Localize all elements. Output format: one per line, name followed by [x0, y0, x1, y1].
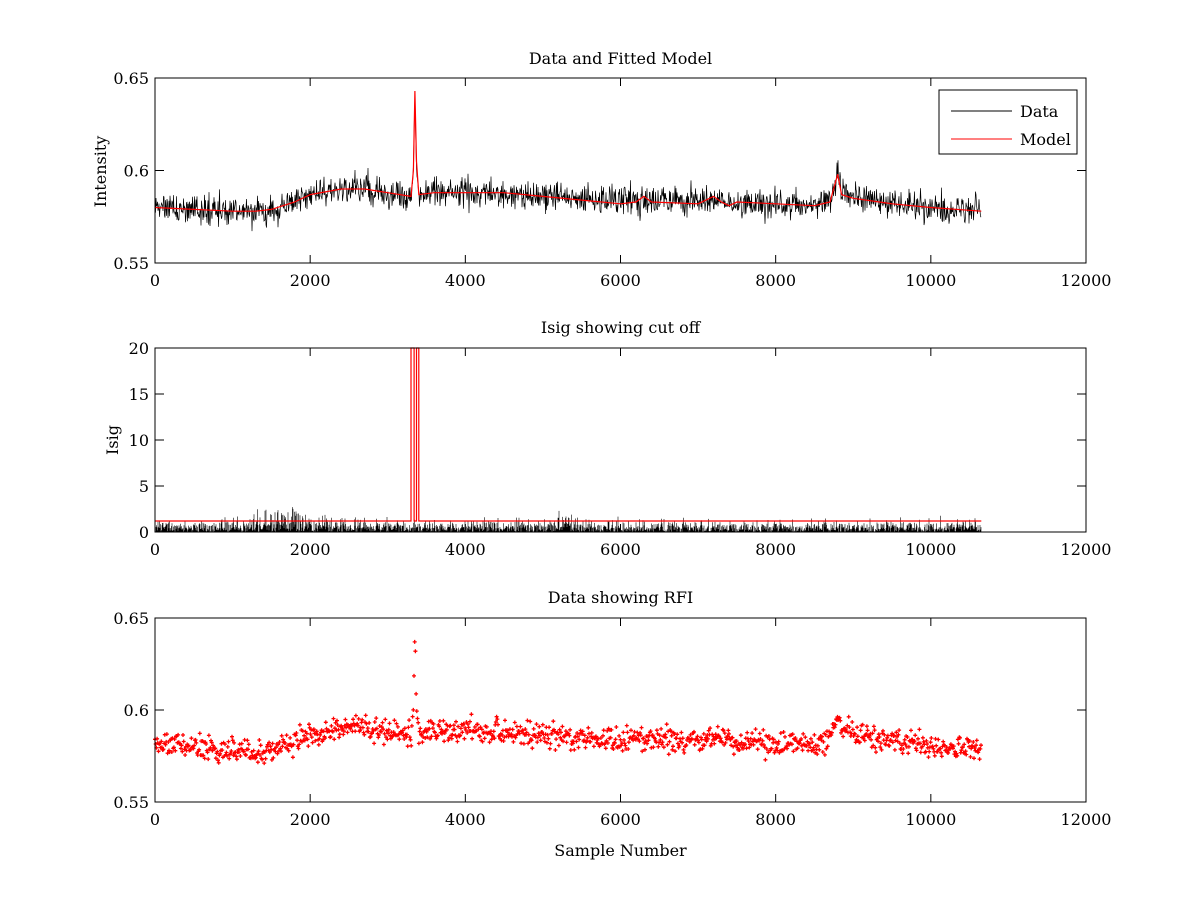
panel-2-ylabel: Isig	[103, 425, 122, 455]
panel-3-ticks: 0 2000 4000 6000 8000 10000 12000 0.55 0.6 0.65	[113, 609, 1111, 829]
panel-2-title: Isig showing cut off	[541, 318, 702, 337]
panel-2-ytick-label: 10	[129, 431, 149, 450]
panel-1-plot-content	[154, 90, 982, 232]
panel-1-title: Data and Fitted Model	[529, 49, 712, 68]
panel-3-xtick-label: 12000	[1061, 810, 1112, 829]
panel-2-xtick-label: 10000	[905, 540, 956, 559]
panel-3-xtick-label: 10000	[905, 810, 956, 829]
panel-2-xtick-label: 4000	[445, 540, 486, 559]
panel-2-ytick-label: 15	[129, 385, 149, 404]
series-data-line	[154, 96, 982, 232]
panel-1-xtick-label: 6000	[600, 271, 641, 290]
series-model-line	[154, 90, 982, 212]
panel-2-xtick-label: 8000	[755, 540, 796, 559]
panel-1-ytick-label: 0.6	[124, 162, 149, 181]
panel-1-xtick-label: 2000	[290, 271, 331, 290]
panel-1-xtick-label: 12000	[1061, 271, 1112, 290]
panel-2-xtick-label: 12000	[1061, 540, 1112, 559]
panel-2-ticks: 0 2000 4000 6000 8000 10000 12000 0 5 10 15 20	[129, 339, 1112, 559]
panel-3-xtick-label: 0	[150, 810, 160, 829]
panel-3-xtick-label: 8000	[755, 810, 796, 829]
panel-1-xtick-label: 8000	[755, 271, 796, 290]
panel-data-showing-rfi: Data showing RFI Sample Number 0 2000 4000…	[113, 588, 1111, 860]
panel-3-ytick-label: 0.55	[113, 793, 149, 812]
panel-1-xtick-label: 4000	[445, 271, 486, 290]
panel-1-plot-area	[155, 78, 1086, 263]
panel-3-ytick-label: 0.6	[124, 701, 149, 720]
panel-1-ytick-label: 0.55	[113, 254, 149, 273]
panel-2-xtick-label: 2000	[290, 540, 331, 559]
panel-2-ytick-label: 0	[139, 523, 149, 542]
legend-model-label: Model	[1020, 130, 1071, 149]
panel-1-xtick-label: 10000	[905, 271, 956, 290]
series-cutoff-line	[155, 347, 982, 522]
panel-1-ytick-label: 0.65	[113, 69, 149, 88]
panel-2-xtick-label: 6000	[600, 540, 641, 559]
legend-data-label: Data	[1020, 102, 1059, 121]
panel-3-xlabel: Sample Number	[554, 841, 687, 860]
panel-3-xtick-label: 4000	[445, 810, 486, 829]
panel-2-plot-area	[155, 348, 1086, 532]
panel-3-plot-area	[155, 618, 1086, 802]
panel-data-and-fitted-model: Data and Fitted Model Intensity 0 2000 400…	[91, 49, 1111, 290]
legend-box	[938, 89, 1078, 155]
panel-2-xtick-label: 0	[150, 540, 160, 559]
panel-3-xtick-label: 6000	[600, 810, 641, 829]
legend: Data Model	[938, 89, 1078, 155]
panel-isig-showing-cut-off: Isig showing cut off Isig 0 2000 4000 6000 8…	[103, 318, 1111, 559]
panel-1-ylabel: Intensity	[91, 136, 110, 208]
panel-3-xtick-label: 2000	[290, 810, 331, 829]
panel-1-ticks: 0 2000 4000 6000 8000 10000 12000 0.55 0.6 0.65	[113, 69, 1111, 290]
panel-3-ytick-label: 0.65	[113, 609, 149, 628]
panel-2-ytick-label: 20	[129, 339, 149, 358]
panel-2-ytick-label: 5	[139, 477, 149, 496]
panel-1-xtick-label: 0	[150, 271, 160, 290]
panel-3-title: Data showing RFI	[548, 588, 693, 607]
